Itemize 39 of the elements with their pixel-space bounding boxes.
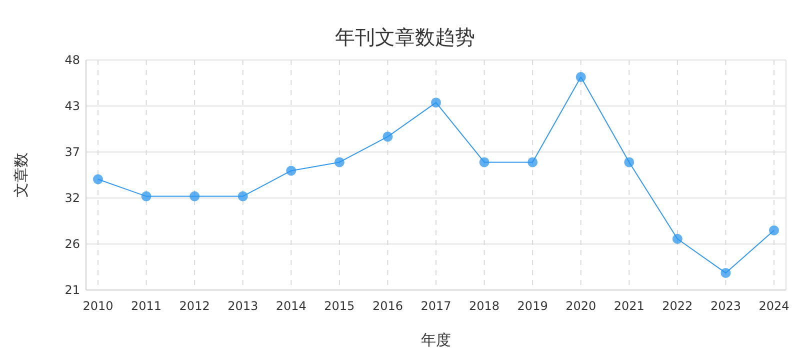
x-tick-label: 2015 bbox=[324, 299, 355, 313]
x-tick-label: 2020 bbox=[566, 299, 596, 313]
x-tick-label: 2017 bbox=[420, 299, 452, 313]
point bbox=[528, 157, 538, 168]
x-axis-title: 年度 bbox=[421, 331, 451, 349]
y-axis-title: 文章数 bbox=[12, 152, 30, 198]
chart-title: 年刊文章数趋势 bbox=[335, 25, 475, 49]
point bbox=[576, 72, 586, 82]
point bbox=[382, 132, 393, 142]
x-tick-label: 2011 bbox=[131, 299, 162, 313]
x-tick-label: 2022 bbox=[662, 299, 693, 313]
x-tick-label: 2013 bbox=[228, 299, 258, 313]
x-tick-label: 2016 bbox=[372, 299, 403, 313]
y-tick-label: 32 bbox=[64, 191, 80, 205]
point bbox=[286, 166, 296, 176]
point bbox=[93, 174, 103, 184]
point bbox=[624, 157, 634, 168]
point bbox=[141, 191, 152, 202]
point bbox=[190, 191, 200, 202]
y-tick-label: 37 bbox=[64, 145, 80, 159]
x-tick-label: 2012 bbox=[179, 299, 210, 313]
point bbox=[769, 225, 779, 236]
point bbox=[672, 234, 682, 244]
x-tick-label: 2024 bbox=[758, 299, 790, 313]
point bbox=[479, 157, 490, 168]
y-tick-label: 26 bbox=[64, 237, 80, 251]
point bbox=[431, 98, 441, 108]
point bbox=[334, 157, 344, 168]
x-tick-label: 2023 bbox=[710, 299, 741, 313]
y-tick-label: 21 bbox=[64, 283, 80, 297]
point bbox=[238, 191, 248, 202]
point bbox=[720, 268, 731, 278]
x-tick-label: 2019 bbox=[517, 299, 548, 313]
x-tick-label: 2010 bbox=[82, 299, 114, 313]
y-tick-label: 48 bbox=[64, 53, 80, 67]
x-tick-label: 2018 bbox=[469, 299, 500, 313]
y-tick-label: 43 bbox=[64, 99, 80, 113]
x-tick-label: 2014 bbox=[276, 299, 306, 313]
x-tick-label: 2021 bbox=[614, 299, 644, 313]
